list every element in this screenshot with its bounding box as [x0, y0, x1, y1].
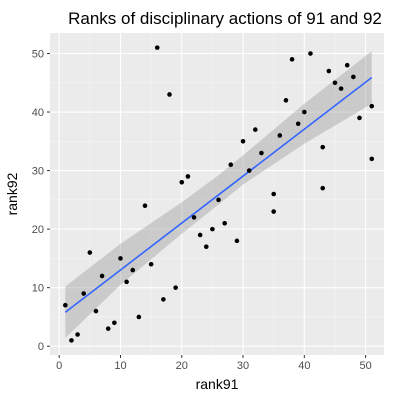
data-point-26: [216, 197, 221, 203]
x-tick-label: 40: [298, 360, 310, 372]
y-tick-label: 10: [32, 283, 44, 295]
data-point-16: [154, 45, 160, 50]
x-tick-label: 10: [114, 360, 126, 372]
y-axis-label: rank92: [4, 172, 20, 215]
trend-line: [64, 76, 373, 313]
data-point-38: [289, 57, 295, 62]
data-point-34: [271, 191, 276, 197]
data-point-24: [203, 244, 209, 249]
y-tick-label: 50: [32, 48, 44, 60]
data-points: [63, 45, 375, 343]
plot-panel: [50, 33, 384, 355]
data-point-9: [112, 320, 117, 326]
x-tick-label: 0: [56, 360, 62, 372]
data-point-31: [246, 168, 252, 173]
data-point-39: [295, 121, 301, 127]
data-point-27: [222, 220, 227, 226]
data-point-43: [320, 185, 326, 191]
data-point-28: [228, 162, 234, 168]
data-point-47: [344, 62, 350, 68]
data-point-18: [167, 92, 172, 97]
x-tick-label: 50: [359, 360, 371, 372]
x-tick-label: 30: [237, 360, 249, 372]
data-point-14: [142, 203, 148, 209]
data-point-13: [136, 314, 142, 320]
data-point-35: [271, 209, 276, 214]
chart-title: Ranks of disciplinary actions of 91 and …: [68, 9, 382, 28]
data-point-11: [124, 279, 129, 285]
data-point-40: [302, 109, 307, 115]
data-point-23: [197, 232, 203, 238]
data-point-8: [105, 326, 111, 331]
data-point-32: [253, 127, 258, 132]
data-point-37: [283, 98, 289, 103]
data-point-3: [75, 332, 80, 337]
y-tick-label: 20: [32, 224, 44, 236]
data-point-30: [240, 139, 246, 144]
data-point-1: [63, 302, 68, 308]
data-point-21: [185, 174, 191, 179]
data-point-42: [320, 144, 326, 150]
data-point-25: [210, 226, 215, 232]
data-point-45: [332, 80, 338, 86]
data-point-4: [81, 291, 87, 296]
y-axis-ticks: 0 10 20 30 40 50: [32, 48, 50, 353]
data-point-10: [118, 256, 123, 261]
data-point-36: [277, 133, 283, 138]
x-axis-label: rank91: [196, 376, 239, 392]
data-point-6: [93, 308, 99, 314]
data-point-22: [191, 215, 197, 220]
data-point-50: [369, 103, 375, 109]
data-point-44: [326, 68, 332, 74]
data-point-17: [161, 297, 166, 302]
data-point-5: [87, 250, 93, 255]
data-point-15: [148, 261, 154, 267]
data-point-41: [308, 51, 313, 56]
data-point-51: [369, 156, 375, 162]
data-point-48: [351, 74, 356, 80]
data-point-12: [130, 267, 136, 273]
data-point-33: [259, 150, 264, 156]
y-tick-label: 30: [32, 166, 44, 178]
minor-gridlines: [50, 33, 384, 355]
data-point-19: [173, 285, 178, 290]
major-gridlines: [50, 33, 384, 355]
data-point-49: [357, 115, 362, 121]
y-tick-label: 40: [32, 107, 44, 119]
data-point-7: [99, 273, 105, 279]
data-point-29: [234, 238, 240, 244]
x-tick-label: 20: [176, 360, 188, 372]
data-point-46: [338, 86, 344, 91]
y-tick-label: 0: [38, 341, 44, 353]
x-axis-ticks: 0 10 20 30 40 50: [56, 355, 372, 372]
data-point-2: [69, 338, 74, 343]
data-point-20: [179, 179, 185, 185]
